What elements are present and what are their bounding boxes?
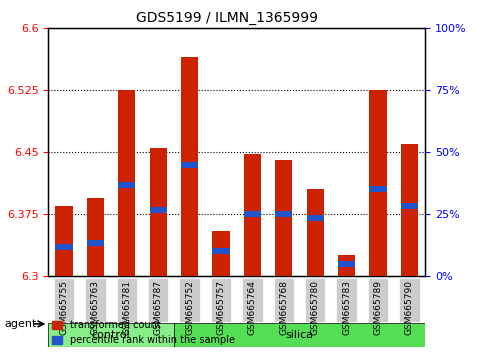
Bar [244,154,261,276]
Bar [118,182,135,188]
Bar [244,211,261,217]
Bar [150,148,167,276]
Bar [338,261,355,267]
Text: silica: silica [285,330,313,340]
Text: GSM665783: GSM665783 [342,280,351,335]
Text: GSM665764: GSM665764 [248,280,257,335]
Text: GDS5199 / ILMN_1365999: GDS5199 / ILMN_1365999 [136,11,318,25]
FancyBboxPatch shape [336,278,357,322]
Text: GSM665790: GSM665790 [405,280,414,335]
Bar [150,207,167,213]
Bar [275,160,292,276]
Bar [87,198,104,276]
Text: GSM665755: GSM665755 [59,280,69,335]
Text: GSM665757: GSM665757 [216,280,226,335]
Bar [87,240,104,246]
FancyBboxPatch shape [116,278,137,322]
Text: control: control [92,330,130,340]
Legend: transformed count, percentile rank within the sample: transformed count, percentile rank withi… [48,316,239,349]
FancyBboxPatch shape [48,323,174,347]
Text: GSM665787: GSM665787 [154,280,163,335]
Text: GSM665780: GSM665780 [311,280,320,335]
Bar [213,231,229,276]
Bar [181,57,198,276]
Bar [56,244,72,250]
FancyBboxPatch shape [54,278,74,322]
FancyBboxPatch shape [148,278,169,322]
Bar [307,189,324,276]
FancyBboxPatch shape [242,278,263,322]
Bar [338,256,355,276]
Bar [181,162,198,167]
Bar [56,206,72,276]
FancyBboxPatch shape [368,278,388,322]
Text: agent: agent [5,319,37,329]
FancyBboxPatch shape [174,323,425,347]
Bar [369,187,386,192]
Text: GSM665752: GSM665752 [185,280,194,335]
FancyBboxPatch shape [399,278,420,322]
Bar [401,144,418,276]
Text: GSM665763: GSM665763 [91,280,100,335]
Bar [369,90,386,276]
FancyBboxPatch shape [179,278,200,322]
Bar [275,211,292,217]
Bar [118,90,135,276]
FancyBboxPatch shape [305,278,326,322]
Bar [307,215,324,221]
Text: GSM665768: GSM665768 [279,280,288,335]
Bar [213,249,229,254]
Bar [401,203,418,209]
FancyBboxPatch shape [85,278,106,322]
FancyBboxPatch shape [211,278,231,322]
Text: GSM665781: GSM665781 [122,280,131,335]
Text: GSM665789: GSM665789 [373,280,383,335]
FancyBboxPatch shape [273,278,294,322]
